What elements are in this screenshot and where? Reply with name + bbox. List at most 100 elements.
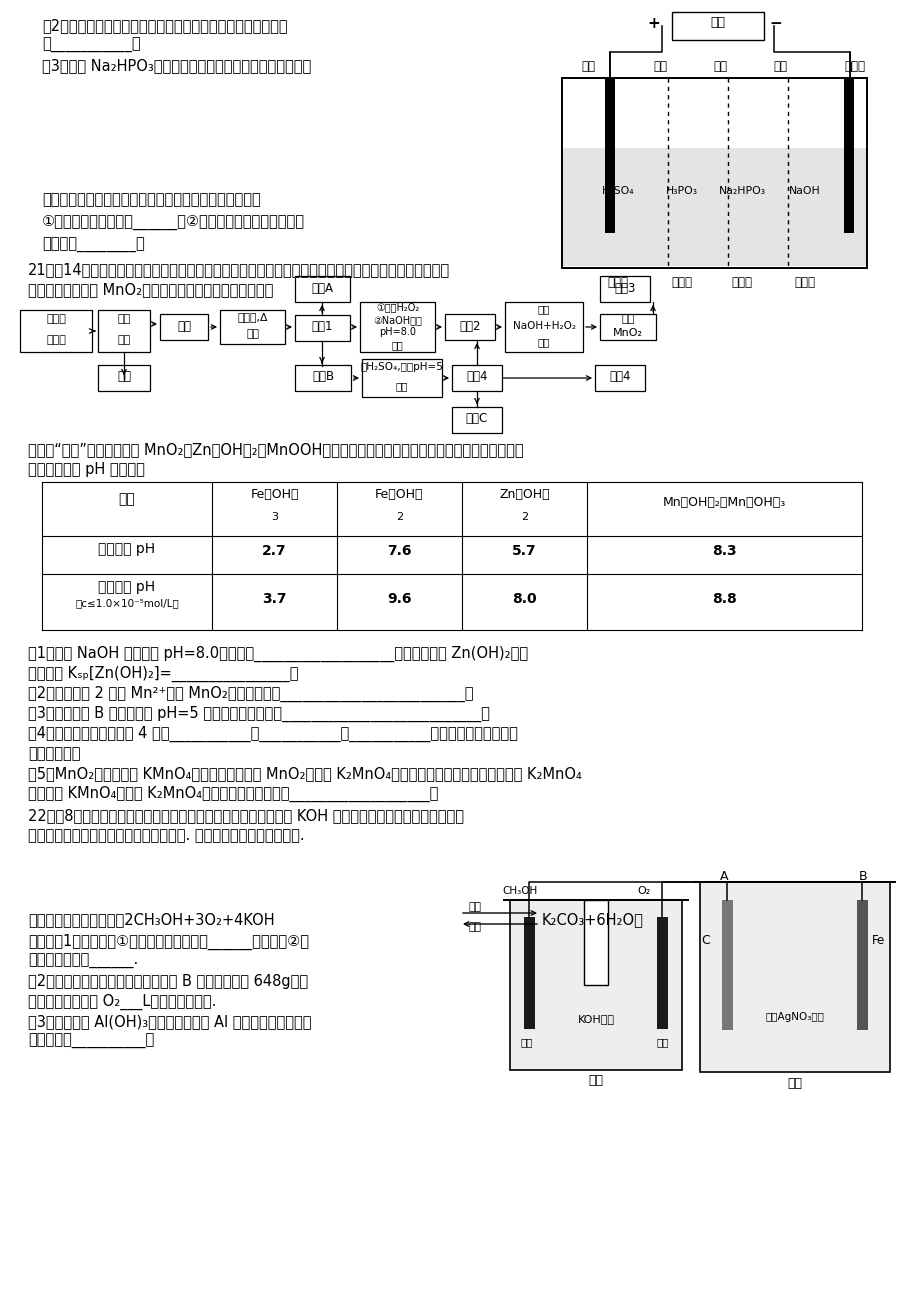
Text: （3）电解 Na₂HPO₃溶液也可得到亚磷酸，装置示意图如下：: （3）电解 Na₂HPO₃溶液也可得到亚磷酸，装置示意图如下： xyxy=(42,59,311,73)
Text: 稀H₂SO₄,溶液pH=5: 稀H₂SO₄,溶液pH=5 xyxy=(360,362,443,372)
Bar xyxy=(295,315,349,341)
Text: 应方程式为__________。: 应方程式为__________。 xyxy=(28,1034,154,1049)
Text: −: − xyxy=(769,16,781,31)
Text: 氧化物沉淠的 pH 如下表：: 氧化物沉淠的 pH 如下表： xyxy=(28,462,144,477)
Text: 阳极室: 阳极室 xyxy=(607,276,628,289)
Text: 方程式为________。: 方程式为________。 xyxy=(42,238,144,253)
Text: 新处理，可以获得 MnO₂及其他副产品，其工艺流程如下：: 新处理，可以获得 MnO₂及其他副产品，其工艺流程如下： xyxy=(28,283,273,297)
Text: 3.7: 3.7 xyxy=(262,592,287,605)
Text: （4）工艺中还可以将滤液 4 进行___________、___________、___________、洗涤得到含结晶水的: （4）工艺中还可以将滤液 4 进行___________、___________… xyxy=(28,727,517,742)
Bar xyxy=(451,365,502,391)
Text: 7.6: 7.6 xyxy=(387,544,412,559)
Text: 电源: 电源 xyxy=(709,16,725,29)
Bar xyxy=(524,917,535,1029)
Text: Fe（OH）: Fe（OH） xyxy=(250,488,299,501)
Text: pH=8.0: pH=8.0 xyxy=(379,327,415,337)
Text: 8.8: 8.8 xyxy=(711,592,736,605)
Text: 烘干: 烘干 xyxy=(620,315,634,324)
Text: 分离: 分离 xyxy=(118,336,130,345)
Bar xyxy=(584,900,607,986)
Bar xyxy=(98,310,150,352)
Text: 极的电极反应为______.: 极的电极反应为______. xyxy=(28,954,138,969)
Text: 22．（8分）据报道，苹果公司开发了一种以液态甲醇为原料，以 KOH 为电解质的用于手机的可充电的高: 22．（8分）据报道，苹果公司开发了一种以液态甲醇为原料，以 KOH 为电解质的… xyxy=(28,809,463,823)
Text: ②NaOH调节: ②NaOH调节 xyxy=(373,315,422,324)
Text: 已知：“锤粉”的主要成分有 MnO₂、Zn（OH）₂、MnOOH、碘粉，还含有少量铁盐和亚铁盐。常温下，生成氮: 已知：“锤粉”的主要成分有 MnO₂、Zn（OH）₂、MnOOH、碘粉，还含有少… xyxy=(28,441,523,457)
Text: 物质: 物质 xyxy=(119,492,135,506)
Text: 金属: 金属 xyxy=(117,371,130,384)
Text: 甲池中理论上消耗 O₂___L（标准状况下）.: 甲池中理论上消耗 O₂___L（标准状况下）. xyxy=(28,993,216,1010)
Text: 过滤: 过滤 xyxy=(391,340,403,350)
Text: 放电: 放电 xyxy=(468,902,481,911)
Text: +: + xyxy=(647,16,660,31)
Text: 过滤: 过滤 xyxy=(538,337,550,348)
Text: NaOH: NaOH xyxy=(789,186,820,197)
Text: 滤液2: 滤液2 xyxy=(459,319,481,332)
Text: （c≤1.0×10⁻⁵mol/L）: （c≤1.0×10⁻⁵mol/L） xyxy=(75,598,178,608)
Text: H₃PO₃: H₃PO₃ xyxy=(665,186,698,197)
Text: 5.7: 5.7 xyxy=(512,544,536,559)
Text: （2）写出滤液 2 中的 Mn²⁺变成 MnO₂的离子方程式_________________________。: （2）写出滤液 2 中的 Mn²⁺变成 MnO₂的离子方程式__________… xyxy=(28,686,473,702)
Bar xyxy=(599,314,655,340)
Text: 过量AgNO₃溶液: 过量AgNO₃溶液 xyxy=(765,1012,823,1022)
Text: 开始沉淠 pH: 开始沉淠 pH xyxy=(98,542,155,556)
Bar xyxy=(359,302,435,352)
Bar xyxy=(20,310,92,352)
Text: 滤液3: 滤液3 xyxy=(614,281,635,294)
Text: 说明：阳膜只允许阳离子通过，阴膜只允许阴离子通过。: 说明：阳膜只允许阳离子通过，阴膜只允许阴离子通过。 xyxy=(42,191,260,207)
Bar xyxy=(721,900,732,1030)
Text: MnO₂: MnO₂ xyxy=(612,328,642,337)
Bar xyxy=(857,900,867,1030)
Text: 式___________。: 式___________。 xyxy=(42,38,141,53)
Bar xyxy=(160,314,208,340)
Text: ①适量H₂O₂: ①适量H₂O₂ xyxy=(376,302,419,312)
Text: 原料室: 原料室 xyxy=(731,276,752,289)
Text: 度积常数 Kₛₚ[Zn(OH)₂]=________________。: 度积常数 Kₛₚ[Zn(OH)₂]=________________。 xyxy=(28,667,298,682)
Text: NaOH+H₂O₂: NaOH+H₂O₂ xyxy=(512,322,575,331)
Text: 过滤: 过滤 xyxy=(245,329,259,340)
Bar xyxy=(295,276,349,302)
Bar xyxy=(562,148,865,266)
Bar xyxy=(595,365,644,391)
Text: 已知甲池的总反应式为：2CH₃OH+3O₂+4KOH: 已知甲池的总反应式为：2CH₃OH+3O₂+4KOH xyxy=(28,911,275,927)
Text: （2）亚磷酸具有强还原性，可使碘水褮色，该反应的化学方程: （2）亚磷酸具有强还原性，可使碘水褮色，该反应的化学方程 xyxy=(42,18,288,33)
Text: 溶液得到 KMnO₄。电解 K₂MnO₄溶液的总反应方程式为___________________。: 溶液得到 KMnO₄。电解 K₂MnO₄溶液的总反应方程式为__________… xyxy=(28,786,437,802)
Text: 锤电池: 锤电池 xyxy=(46,336,66,345)
Text: 乙池: 乙池 xyxy=(787,1077,801,1090)
Text: 甲池: 甲池 xyxy=(588,1074,603,1087)
Text: H₂SO₄: H₂SO₄ xyxy=(601,186,633,197)
Text: Na₂HPO₃: Na₂HPO₃ xyxy=(718,186,765,197)
Text: 电极: 电极 xyxy=(520,1036,533,1047)
Bar xyxy=(671,12,763,40)
Text: 石墨: 石墨 xyxy=(581,60,595,73)
Text: Fe（OH）: Fe（OH） xyxy=(375,488,424,501)
Bar xyxy=(599,276,650,302)
Text: O₂: O₂ xyxy=(636,885,650,896)
Text: B: B xyxy=(857,870,867,883)
Text: 21．（14分）市售一次电池品种很多，碱性锤锤电池在日常生活中用量很大。回收废旧锤锤电池并进行重: 21．（14分）市售一次电池品种很多，碱性锤锤电池在日常生活中用量很大。回收废旧… xyxy=(28,262,449,277)
Text: 阳膜: 阳膜 xyxy=(652,60,666,73)
Bar xyxy=(562,78,866,268)
Text: 阴极室: 阴极室 xyxy=(794,276,814,289)
Bar xyxy=(361,359,441,397)
Text: 9.6: 9.6 xyxy=(387,592,412,605)
Text: A: A xyxy=(719,870,728,883)
Bar xyxy=(505,302,583,352)
Text: 滤渣A: 滤渣A xyxy=(312,281,334,294)
Text: 完全沉淠 pH: 完全沉淠 pH xyxy=(98,579,155,594)
Text: CH₃OH: CH₃OH xyxy=(502,885,537,896)
Text: （3）电解制备 Al(OH)₃时，电极分别为 Al 片和石墨，电解总反: （3）电解制备 Al(OH)₃时，电极分别为 Al 片和石墨，电解总反 xyxy=(28,1014,312,1029)
Text: 8.3: 8.3 xyxy=(711,544,736,559)
Text: 8.0: 8.0 xyxy=(512,592,536,605)
Bar xyxy=(509,900,681,1070)
Text: 效燃料电池，充一次电可连续使用一个月. 下图是电化学过程的示意图.: 效燃料电池，充一次电可连续使用一个月. 下图是电化学过程的示意图. xyxy=(28,828,304,842)
Text: （2）在此过程中若完全反应，乙池中 B 极的质量增加 648g，则: （2）在此过程中若完全反应，乙池中 B 极的质量增加 648g，则 xyxy=(28,974,308,990)
Text: 填空：（1）充电时：①原电池的负极与电源______极相连，②阳: 填空：（1）充电时：①原电池的负极与电源______极相连，②阳 xyxy=(28,934,309,950)
Text: （3）写出滤渣 B 与稀硫酸在 pH=5 时反应的化学方程式___________________________。: （3）写出滤渣 B 与稀硫酸在 pH=5 时反应的化学方程式__________… xyxy=(28,706,489,723)
Bar xyxy=(445,314,494,340)
Text: 硫酸盐晶体。: 硫酸盐晶体。 xyxy=(28,746,81,760)
Text: 阴膜: 阴膜 xyxy=(712,60,726,73)
Bar xyxy=(451,408,502,434)
Text: Fe: Fe xyxy=(870,934,884,947)
Bar xyxy=(656,917,667,1029)
Text: 滤渣B: 滤渣B xyxy=(312,371,334,384)
